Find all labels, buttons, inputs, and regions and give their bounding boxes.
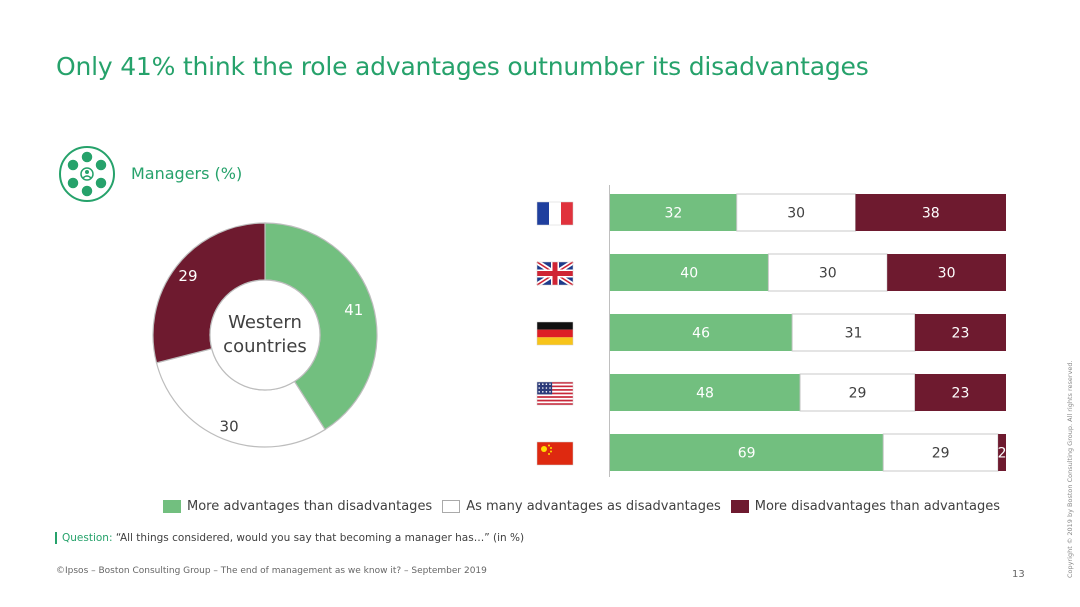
bar-segment-3-3 [914,314,1006,351]
bar-value-label-4-1: 48 [696,386,714,402]
bar-segment-2-1 [610,254,769,291]
managers-network-icon [59,146,115,202]
bar-row-2: 40 30 30 [610,253,1006,292]
legend-swatch-neutral [442,500,461,513]
uk-flag-icon [535,259,575,288]
copyright-notice: Copyright © 2019 by Boston Consulting Gr… [1066,360,1074,578]
bar-segment-3-2 [791,313,916,352]
donut-center-label-line-2: countries [223,336,307,357]
bar-value-label-3-1: 46 [692,326,710,342]
bar-value-label-1-1: 32 [664,206,682,222]
segment-label: Managers (%) [131,164,243,183]
bar-row-4: 48 29 23 [610,373,1006,412]
legend-item-negative: More disadvantages than advantages [730,499,1000,514]
legend-label-neutral: As many advantages as disadvantages [466,499,721,514]
bar-segment-4-2 [799,373,916,412]
footer-source: ©Ipsos – Boston Consulting Group – The e… [56,566,487,576]
bar-segment-4-3 [914,374,1006,411]
page-title: Only 41% think the role advantages outnu… [56,52,869,81]
page-number: 13 [1012,569,1025,580]
bar-value-label-3-2: 31 [845,326,863,342]
stacked-bar-chart: 32 30 38 40 30 30 46 31 23 48 29 23 69 29 2 [535,185,1007,477]
bar-value-label-1-2: 30 [787,206,805,222]
survey-question: Question: “All things considered, would … [55,532,524,544]
bar-value-label-1-3: 38 [922,206,940,222]
legend-swatch-negative [730,500,749,513]
bar-row-3: 46 31 23 [610,313,1006,352]
bar-value-label-2-1: 40 [680,266,698,282]
france-flag-icon [536,201,574,226]
bar-segment-5-1 [610,434,884,471]
bar-value-label-4-3: 23 [952,386,970,402]
bar-segment-5-2 [882,433,999,472]
legend-item-neutral: As many advantages as disadvantages [442,499,721,514]
legend-swatch-positive [163,500,181,513]
donut-value-label-1: 41 [344,301,363,319]
donut-value-label-3: 29 [178,267,197,285]
bar-segment-3-1 [610,314,793,351]
bar-value-label-5-3: 2 [998,446,1007,462]
legend-item-positive: More advantages than disadvantages [163,499,432,514]
china-flag-icon [536,441,574,466]
donut-value-label-2: 30 [220,418,239,436]
germany-flag-icon [536,321,574,346]
bar-value-label-2-3: 30 [938,266,956,282]
bar-segment-5-3 [998,434,1006,471]
bar-value-label-3-3: 23 [952,326,970,342]
bar-segment-1-2 [736,193,857,232]
bar-value-label-4-2: 29 [849,386,867,402]
legend-label-positive: More advantages than disadvantages [187,499,433,514]
bar-segment-2-2 [767,253,888,292]
bar-segment-1-1 [610,194,737,231]
bar-segment-4-1 [610,374,801,411]
bar-row-1: 32 30 38 [610,193,1006,232]
bar-segment-2-3 [887,254,1006,291]
question-label: Question: [62,532,113,544]
usa-flag-icon [536,381,574,406]
donut-hole [209,279,321,391]
donut-chart: 41 30 29 Western countries [152,222,378,448]
question-text: “All things considered, would you say th… [115,532,525,544]
bar-value-label-2-2: 30 [819,266,837,282]
bar-value-label-5-1: 69 [738,446,756,462]
bar-value-label-5-2: 29 [932,446,950,462]
donut-center-label-line-1: Western [228,312,302,333]
bar-row-5: 69 29 2 [610,433,1007,472]
chart-legend: More advantages than disadvantages As ma… [163,499,1010,514]
bar-segment-1-3 [855,194,1006,231]
legend-label-negative: More disadvantages than advantages [754,499,1000,514]
